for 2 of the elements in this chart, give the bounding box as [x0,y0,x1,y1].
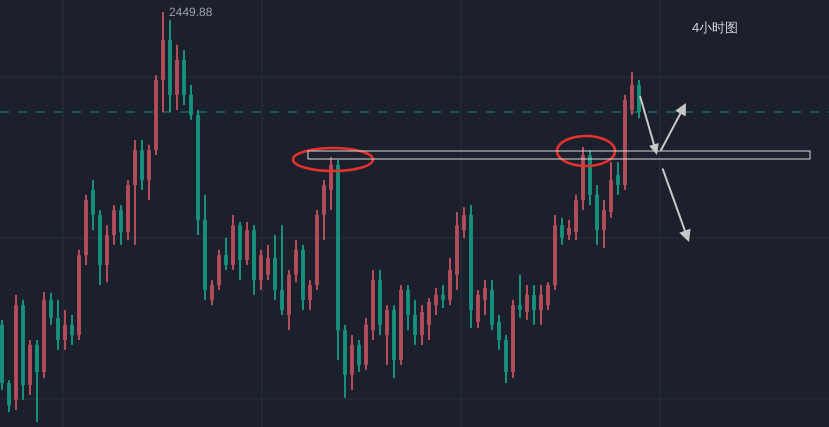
annotation: 2449.88 [169,5,213,19]
text: 4小时图 [692,20,738,35]
